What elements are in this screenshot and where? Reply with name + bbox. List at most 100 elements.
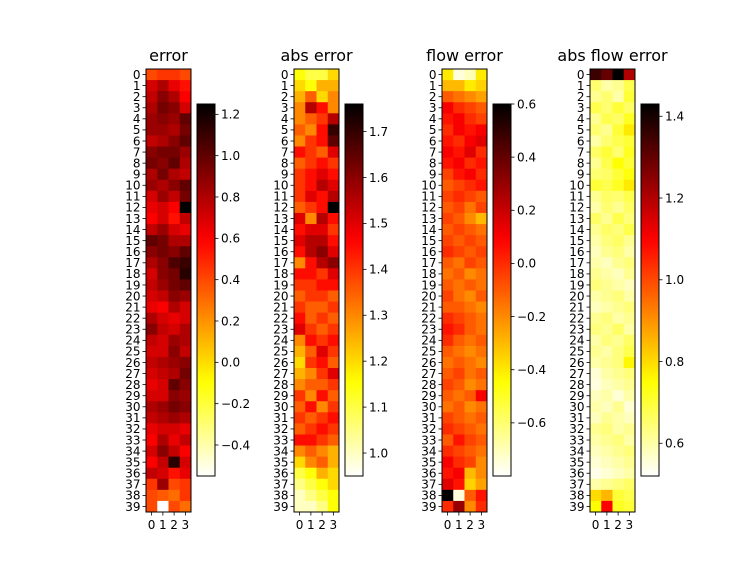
heatmap-cell — [146, 423, 158, 435]
colorbar-tick-label: 0.2 — [221, 314, 240, 328]
heatmap-cell — [475, 345, 488, 358]
heatmap-cell — [623, 80, 636, 92]
heatmap-cell — [146, 323, 158, 336]
y-tick-label: 28 — [569, 378, 584, 392]
heatmap-cell — [464, 257, 477, 269]
y-tick-label: 27 — [569, 367, 584, 381]
heatmap-cell — [601, 113, 613, 125]
heatmap-cell — [442, 345, 454, 358]
heatmap-cell — [601, 334, 613, 347]
heatmap-cell — [327, 80, 340, 92]
heatmap-cell — [157, 212, 169, 225]
heatmap-cell — [464, 467, 477, 480]
heatmap-cell — [442, 312, 454, 325]
heatmap-cell — [316, 157, 329, 170]
heatmap-cell — [305, 124, 317, 136]
heatmap-cell — [327, 489, 340, 502]
heatmap-cell — [294, 179, 306, 192]
heatmap-cell — [157, 246, 169, 258]
heatmap-cell — [464, 500, 477, 513]
y-tick-label: 5 — [577, 123, 585, 137]
heatmap-cell — [316, 201, 329, 214]
colorbar-tick-label: 0.6 — [517, 97, 536, 111]
heatmap-cell — [612, 102, 625, 114]
heatmap-cell — [464, 212, 477, 225]
heatmap-cell — [453, 80, 465, 92]
heatmap-cell — [146, 412, 158, 424]
heatmap-cell — [590, 356, 602, 369]
y-tick-label: 29 — [421, 389, 436, 403]
y-tick-label: 35 — [421, 455, 436, 469]
heatmap-cell — [623, 301, 636, 314]
heatmap-cell — [305, 179, 317, 192]
heatmap-cell — [179, 190, 192, 203]
y-tick-label: 23 — [273, 323, 288, 337]
heatmap-cell — [475, 467, 488, 480]
heatmap-cell — [146, 379, 158, 391]
heatmap-cell — [590, 224, 602, 236]
y-tick-label: 39 — [273, 500, 288, 514]
heatmap-cell — [453, 235, 465, 247]
y-tick-label: 39 — [125, 500, 140, 514]
heatmap-cell — [442, 412, 454, 424]
heatmap-cell — [612, 279, 625, 291]
heatmap-cell — [305, 190, 317, 203]
y-tick-label: 14 — [421, 223, 436, 237]
heatmap-cell — [475, 168, 488, 181]
heatmap-cell — [442, 91, 454, 103]
heatmap-cell — [157, 235, 169, 247]
heatmap-cell — [442, 434, 454, 446]
heatmap-cell — [453, 390, 465, 402]
heatmap-cell — [601, 168, 613, 181]
y-tick-label: 30 — [125, 400, 140, 414]
heatmap-cell — [442, 135, 454, 147]
y-tick-label: 37 — [273, 478, 288, 492]
heatmap-cell — [157, 80, 169, 92]
heatmap-cell — [316, 190, 329, 203]
heatmap-cell — [179, 379, 192, 391]
y-tick-label: 34 — [273, 444, 288, 458]
heatmap-cell — [316, 224, 329, 236]
heatmap-cell — [327, 268, 340, 280]
y-tick-label: 31 — [569, 411, 584, 425]
heatmap-cell — [612, 257, 625, 269]
colorbar — [197, 104, 215, 476]
heatmap-cell — [623, 268, 636, 280]
colorbar-tick-label: 1.2 — [665, 191, 684, 205]
colorbar-tick-label: 1.1 — [369, 400, 388, 414]
x-tick-label: 2 — [318, 518, 326, 532]
heatmap-cell — [305, 500, 317, 513]
heatmap-cell — [475, 212, 488, 225]
heatmap-cell — [146, 368, 158, 380]
y-tick-label: 4 — [577, 112, 585, 126]
x-tick-label: 1 — [455, 518, 463, 532]
heatmap-cell — [590, 323, 602, 336]
heatmap-cell — [179, 157, 192, 170]
heatmap-cell — [464, 334, 477, 347]
heatmap-cell — [601, 80, 613, 92]
heatmap-cell — [590, 190, 602, 203]
y-tick-label: 15 — [421, 234, 436, 248]
colorbar-tick-label: 0.8 — [221, 190, 240, 204]
heatmap-cell — [157, 323, 169, 336]
heatmap-cell — [305, 445, 317, 458]
heatmap-cell — [442, 279, 454, 291]
heatmap-cell — [612, 379, 625, 391]
y-tick-label: 37 — [569, 478, 584, 492]
heatmap-cell — [327, 290, 340, 302]
y-tick-label: 19 — [421, 278, 436, 292]
heatmap-cell — [316, 179, 329, 192]
heatmap-cell — [146, 124, 158, 136]
heatmap-cell — [612, 69, 625, 81]
heatmap-cell — [453, 190, 465, 203]
x-tick-label: 0 — [148, 518, 156, 532]
heatmap-cell — [168, 268, 181, 280]
heatmap-cell — [612, 157, 625, 170]
heatmap-cell — [612, 368, 625, 380]
x-tick-label: 3 — [182, 518, 190, 532]
colorbar-tick-label: 1.4 — [369, 263, 388, 277]
heatmap-cell — [146, 334, 158, 347]
heatmap-cell — [305, 246, 317, 258]
heatmap-cell — [590, 268, 602, 280]
heatmap-cell — [146, 345, 158, 358]
